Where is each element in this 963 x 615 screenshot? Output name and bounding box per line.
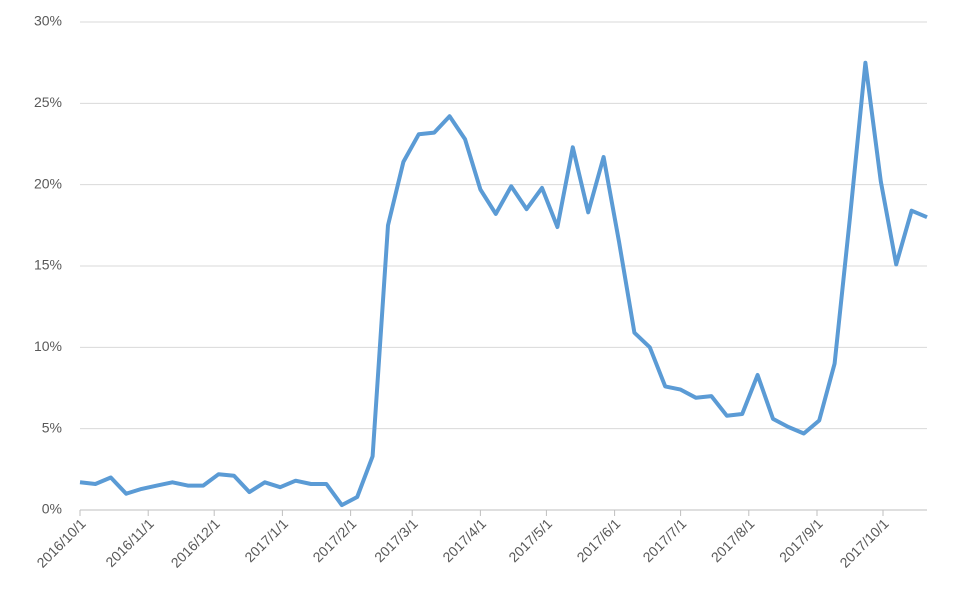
x-tick-label: 2016/11/1 xyxy=(102,515,157,570)
x-tick-label: 2017/4/1 xyxy=(439,515,489,565)
y-tick-label: 10% xyxy=(34,338,62,354)
y-tick-label: 25% xyxy=(34,94,62,110)
x-tick-label: 2017/8/1 xyxy=(708,515,758,565)
y-tick-label: 20% xyxy=(34,175,62,191)
x-tick-label: 2016/12/1 xyxy=(168,515,224,571)
y-tick-label: 0% xyxy=(42,501,62,517)
y-tick-label: 30% xyxy=(34,13,62,29)
y-tick-label: 15% xyxy=(34,257,62,273)
x-tick-label: 2017/1/1 xyxy=(241,515,291,565)
x-tick-label: 2017/7/1 xyxy=(639,515,689,565)
x-tick-label: 2017/6/1 xyxy=(573,515,623,565)
data-line xyxy=(79,60,928,508)
x-tick-label: 2017/2/1 xyxy=(309,515,359,565)
x-tick-label: 2017/10/1 xyxy=(836,515,892,571)
x-tick-label: 2017/5/1 xyxy=(505,515,555,565)
y-tick-label: 5% xyxy=(42,419,62,435)
x-tick-label: 2016/10/1 xyxy=(33,515,89,571)
x-tick-label: 2017/3/1 xyxy=(371,515,421,565)
x-tick-label: 2017/9/1 xyxy=(776,515,826,565)
